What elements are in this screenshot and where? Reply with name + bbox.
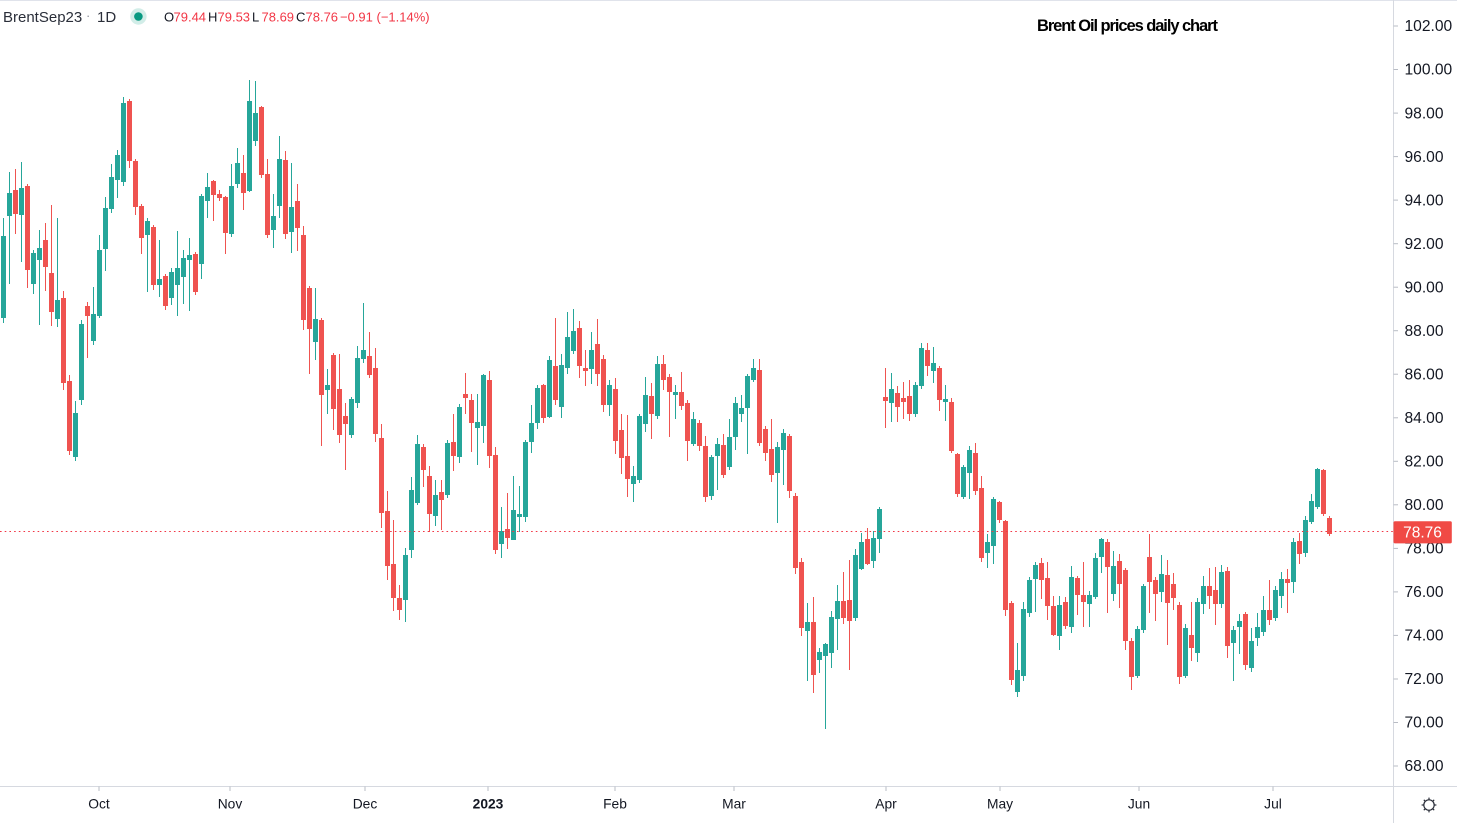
svg-text:76.00: 76.00 xyxy=(1405,584,1444,601)
svg-text:H: H xyxy=(208,10,217,25)
svg-text:100.00: 100.00 xyxy=(1405,62,1453,79)
svg-text:Jun: Jun xyxy=(1128,797,1150,812)
svg-text:Jul: Jul xyxy=(1264,797,1282,812)
svg-text:92.00: 92.00 xyxy=(1405,236,1444,253)
svg-text:79.44: 79.44 xyxy=(174,10,207,25)
svg-text:2023: 2023 xyxy=(473,797,504,812)
svg-text:Oct: Oct xyxy=(88,797,110,812)
svg-text:88.00: 88.00 xyxy=(1405,323,1444,340)
svg-text:82.00: 82.00 xyxy=(1405,454,1444,471)
svg-text:Apr: Apr xyxy=(875,797,897,812)
svg-text:BrentSep23: BrentSep23 xyxy=(3,9,82,26)
svg-text:70.00: 70.00 xyxy=(1405,715,1444,732)
svg-text:78.00: 78.00 xyxy=(1405,541,1444,558)
svg-text:Feb: Feb xyxy=(603,797,627,812)
svg-text:96.00: 96.00 xyxy=(1405,149,1444,166)
svg-text:May: May xyxy=(987,797,1013,812)
svg-text:86.00: 86.00 xyxy=(1405,366,1444,383)
svg-text:78.76: 78.76 xyxy=(306,10,339,25)
svg-text:·: · xyxy=(86,8,90,23)
svg-text:C: C xyxy=(296,10,305,25)
svg-text:78.69: 78.69 xyxy=(262,10,295,25)
svg-text:98.00: 98.00 xyxy=(1405,105,1444,122)
svg-text:O: O xyxy=(164,10,174,25)
svg-text:Brent Oil prices daily chart: Brent Oil prices daily chart xyxy=(1037,17,1219,35)
svg-text:Mar: Mar xyxy=(722,797,746,812)
svg-text:78.76: 78.76 xyxy=(1403,525,1442,542)
svg-text:Nov: Nov xyxy=(218,797,243,812)
svg-text:72.00: 72.00 xyxy=(1405,671,1444,688)
svg-text:Dec: Dec xyxy=(353,797,378,812)
svg-text:90.00: 90.00 xyxy=(1405,279,1444,296)
svg-text:L: L xyxy=(252,10,259,25)
svg-text:−0.91 (−1.14%): −0.91 (−1.14%) xyxy=(340,10,430,25)
svg-text:1D: 1D xyxy=(97,9,116,26)
svg-text:74.00: 74.00 xyxy=(1405,628,1444,645)
svg-text:68.00: 68.00 xyxy=(1405,758,1444,775)
svg-text:79.53: 79.53 xyxy=(218,10,251,25)
svg-text:94.00: 94.00 xyxy=(1405,192,1444,209)
svg-text:84.00: 84.00 xyxy=(1405,410,1444,427)
svg-text:102.00: 102.00 xyxy=(1405,18,1453,35)
svg-text:80.00: 80.00 xyxy=(1405,497,1444,514)
